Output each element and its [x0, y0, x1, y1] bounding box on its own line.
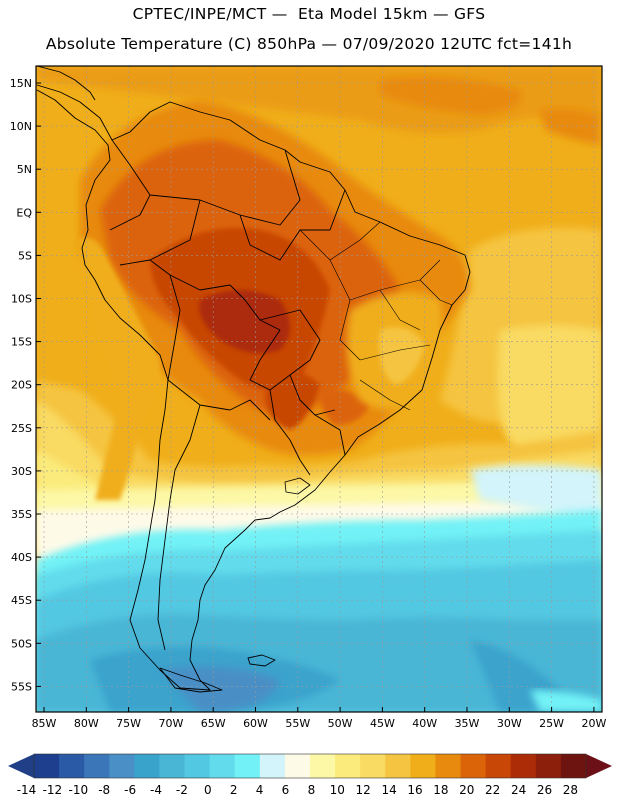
colorbar-cell	[460, 754, 487, 778]
colorbar-cell	[209, 754, 236, 778]
tierra-del-fuego	[159, 667, 223, 693]
colorbar-label: 16	[407, 783, 422, 797]
colorbar-cell	[435, 754, 461, 778]
colorbar-cell	[84, 754, 110, 778]
colorbar-label: 4	[256, 783, 264, 797]
colorbar-labels: -14 -12 -10 -8 -6 -4 -2 0 2 4 6 8 10 12 14 16 18 20 22 24 26…	[17, 783, 578, 797]
lat-label: 35S	[11, 508, 32, 521]
longitude-axis: 85W 80W 75W 70W 65W 60W 55W 50W 45W 40W 35W 30W 25W 2…	[32, 707, 606, 730]
colorbar-high-end	[586, 754, 612, 778]
colorbar-cell	[34, 754, 60, 778]
colorbar-cell	[510, 754, 537, 778]
colorbar-cell	[134, 754, 160, 778]
lon-label: 85W	[32, 717, 57, 730]
lon-label: 45W	[370, 717, 395, 730]
lat-label: 25S	[11, 422, 32, 435]
colorbar-cell	[535, 754, 562, 778]
lon-label: 70W	[158, 717, 183, 730]
lon-label: 75W	[116, 717, 141, 730]
colorbar-label: 8	[308, 783, 316, 797]
colorbar-cell	[385, 754, 411, 778]
brazil-state-borders	[299, 221, 453, 411]
colorbar-label: 2	[230, 783, 238, 797]
colorbar-label: -6	[124, 783, 136, 797]
colorbar-frame	[33, 753, 587, 779]
lagoa-dos-patos	[284, 477, 311, 495]
colorbar-cell	[360, 754, 386, 778]
colorbar-cell	[560, 754, 587, 778]
colorbar-cell	[184, 754, 211, 778]
colorbar-cells	[34, 754, 587, 778]
colorbar-label: 18	[433, 783, 448, 797]
lat-label: 5S	[18, 249, 32, 262]
lat-label: 10N	[10, 120, 32, 133]
colorbar-label: -10	[68, 783, 88, 797]
colorbar-label: 22	[485, 783, 500, 797]
colorbar: -14 -12 -10 -8 -6 -4 -2 0 2 4 6 8 10 12 14 16 18 20 22 24 26…	[8, 753, 612, 797]
lat-label: 30S	[11, 465, 32, 478]
colorbar-label: -8	[98, 783, 110, 797]
colorbar-label: 10	[330, 783, 345, 797]
colorbar-label: 24	[511, 783, 526, 797]
central-america-coastline	[36, 66, 96, 101]
lat-label: 15N	[10, 77, 32, 90]
colorbar-label: 12	[356, 783, 371, 797]
title-line-2: Absolute Temperature (C) 850hPa — 07/09/…	[45, 35, 573, 53]
colorbar-low-end	[8, 754, 34, 778]
colorbar-label: 14	[381, 783, 396, 797]
title-line-1: CPTEC/INPE/MCT — Eta Model 15km — GFS	[132, 5, 486, 23]
lat-label: 5N	[17, 163, 32, 176]
colorbar-label: -2	[176, 783, 188, 797]
colorbar-cell	[310, 754, 336, 778]
lon-label: 65W	[201, 717, 226, 730]
colorbar-cell	[485, 754, 512, 778]
lon-label: 30W	[497, 717, 522, 730]
lon-label: 25W	[539, 717, 564, 730]
map-frame	[35, 65, 603, 713]
colorbar-cell	[410, 754, 436, 778]
temperature-field	[36, 66, 602, 712]
south-america-coastline	[36, 84, 471, 691]
coastlines	[36, 66, 471, 693]
colorbar-label: 26	[537, 783, 552, 797]
lat-label: 20S	[11, 379, 32, 392]
colorbar-cell	[259, 754, 286, 778]
colorbar-label: -14	[17, 783, 37, 797]
colorbar-cell	[59, 754, 85, 778]
latitude-axis: 15N 10N 5N EQ 5S 10S 15S 20S 25S 30S 35S 40S 45S 50S 5…	[10, 77, 41, 693]
colorbar-cell	[234, 754, 261, 778]
lat-label: 40S	[11, 551, 32, 564]
lon-label: 55W	[285, 717, 310, 730]
lon-label: 40W	[412, 717, 437, 730]
lat-lon-grid	[36, 66, 602, 712]
lat-label: 10S	[11, 293, 32, 306]
colorbar-label: 28	[563, 783, 578, 797]
colorbar-label: -12	[43, 783, 63, 797]
lon-label: 80W	[74, 717, 99, 730]
lon-label: 20W	[581, 717, 606, 730]
colorbar-cell	[284, 754, 311, 778]
colorbar-label: 6	[282, 783, 290, 797]
lat-label: 15S	[11, 336, 32, 349]
colorbar-cell	[335, 754, 361, 778]
lon-label: 35W	[455, 717, 480, 730]
falklands	[247, 654, 276, 667]
lon-label: 50W	[328, 717, 353, 730]
lat-label: 45S	[11, 594, 32, 607]
colorbar-label: 20	[459, 783, 474, 797]
country-borders	[109, 139, 346, 651]
colorbar-cell	[159, 754, 185, 778]
lat-label: 55S	[11, 680, 32, 693]
lon-label: 60W	[243, 717, 268, 730]
colorbar-label: -4	[150, 783, 162, 797]
colorbar-cell	[109, 754, 135, 778]
lat-label: 50S	[11, 637, 32, 650]
colorbar-label: 0	[204, 783, 212, 797]
lat-label: EQ	[16, 206, 32, 219]
